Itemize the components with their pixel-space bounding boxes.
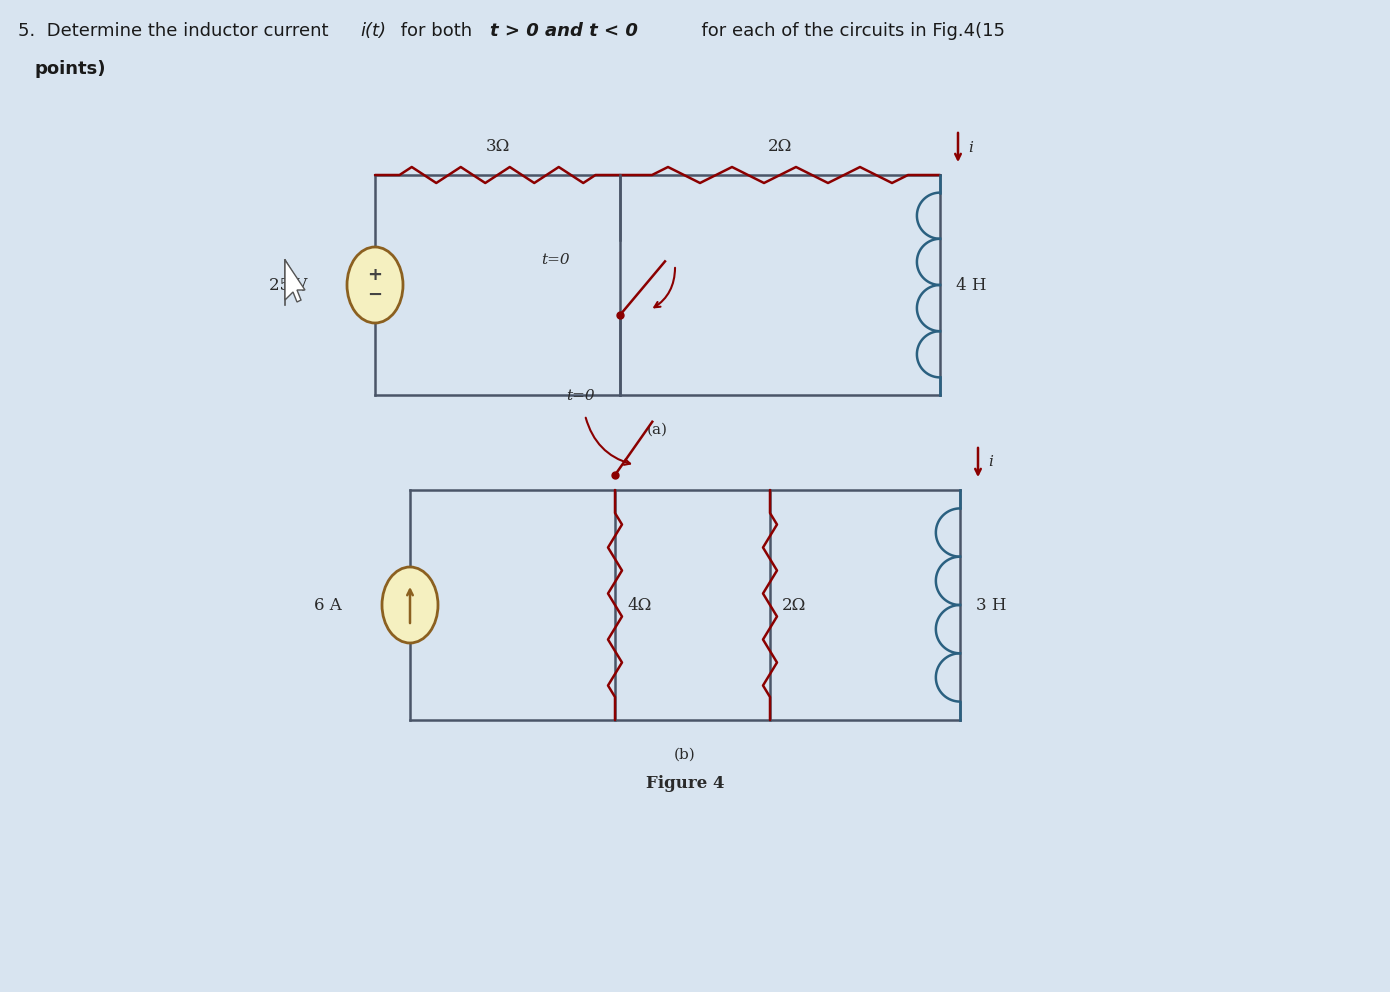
Text: −: − <box>367 286 382 304</box>
Text: 5.  Determine the inductor current: 5. Determine the inductor current <box>18 22 334 40</box>
Text: points): points) <box>35 60 107 78</box>
Text: i: i <box>988 455 992 469</box>
Text: t=0: t=0 <box>541 253 570 267</box>
Text: 6 A: 6 A <box>314 596 342 613</box>
Text: +: + <box>367 266 382 284</box>
Text: 2Ω: 2Ω <box>767 138 792 155</box>
Text: Figure 4: Figure 4 <box>646 775 724 792</box>
Text: 3 H: 3 H <box>976 596 1006 613</box>
Text: for both: for both <box>395 22 478 40</box>
Text: 4 H: 4 H <box>956 277 987 294</box>
Polygon shape <box>285 260 304 302</box>
Text: (a): (a) <box>646 423 669 437</box>
Text: t=0: t=0 <box>566 389 595 403</box>
Text: for each of the circuits in Fig.4(15: for each of the circuits in Fig.4(15 <box>689 22 1005 40</box>
Text: 2Ω: 2Ω <box>783 596 806 613</box>
Ellipse shape <box>382 567 438 643</box>
Text: i: i <box>967 141 973 155</box>
Text: i(t): i(t) <box>360 22 386 40</box>
Text: 25 V: 25 V <box>268 277 307 294</box>
Text: t > 0 and t < 0: t > 0 and t < 0 <box>491 22 638 40</box>
Ellipse shape <box>348 247 403 323</box>
Text: (b): (b) <box>674 748 696 762</box>
Text: 3Ω: 3Ω <box>485 138 510 155</box>
Text: 4Ω: 4Ω <box>627 596 652 613</box>
